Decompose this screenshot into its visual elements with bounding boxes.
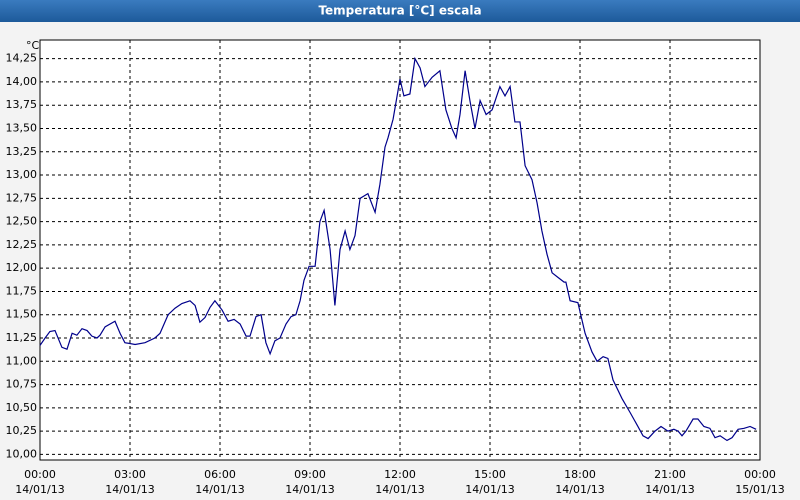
y-tick-label: 10,50: [6, 401, 38, 414]
y-tick-label: 13,75: [6, 98, 38, 111]
x-tick-date: 14/01/13: [555, 483, 604, 496]
data-line: [39, 56, 757, 442]
x-tick-date: 14/01/13: [285, 483, 334, 496]
title-bar: [0, 0, 800, 22]
y-tick-label: 14,00: [6, 75, 38, 88]
y-tick-label: 13,50: [6, 121, 38, 134]
y-tick-label: 11,75: [6, 284, 38, 297]
x-tick-date: 14/01/13: [15, 483, 64, 496]
y-tick-label: 14,25: [6, 52, 38, 65]
x-tick-date: 15/01/13: [735, 483, 784, 496]
y-tick-label: 13,25: [6, 145, 38, 158]
x-tick-date: 14/01/13: [645, 483, 694, 496]
y-tick-label: 10,00: [6, 447, 38, 460]
y-unit: °C: [26, 39, 40, 52]
x-tick-date: 14/01/13: [375, 483, 424, 496]
y-tick-label: 13,00: [6, 168, 38, 181]
x-tick-label: 12:00: [384, 468, 416, 481]
x-tick-label: 00:00: [744, 468, 776, 481]
y-tick-label: 11,50: [6, 308, 38, 321]
x-tick-label: 15:00: [474, 468, 506, 481]
x-tick-date: 14/01/13: [195, 483, 244, 496]
x-tick-date: 14/01/13: [105, 483, 154, 496]
x-tick-label: 18:00: [564, 468, 596, 481]
y-tick-label: 12,75: [6, 191, 38, 204]
y-tick-label: 11,25: [6, 331, 38, 344]
chart-title: Temperatura [°C] escala: [318, 4, 481, 18]
x-tick-label: 06:00: [204, 468, 236, 481]
y-tick-label: 10,25: [6, 424, 38, 437]
y-tick-label: 10,75: [6, 378, 38, 391]
y-tick-label: 12,00: [6, 261, 38, 274]
y-tick-label: 12,25: [6, 238, 38, 251]
x-tick-label: 09:00: [294, 468, 326, 481]
x-tick-label: 03:00: [114, 468, 146, 481]
y-tick-label: 11,00: [6, 354, 38, 367]
x-tick-date: 14/01/13: [465, 483, 514, 496]
x-tick-label: 00:00: [24, 468, 56, 481]
y-tick-label: 12,50: [6, 215, 38, 228]
x-tick-label: 21:00: [654, 468, 686, 481]
